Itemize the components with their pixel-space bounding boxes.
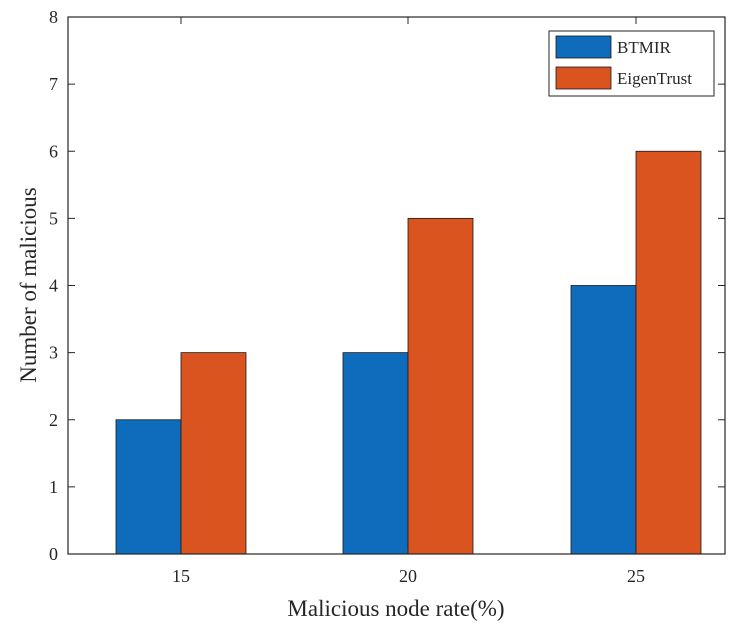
y-tick-label: 1 [49,477,58,497]
bar-btmir-20 [342,352,409,555]
y-tick-label: 3 [49,343,58,363]
x-tick-label-20: 20 [399,566,417,586]
bar-btmir-25 [570,285,637,555]
plot-frame [67,16,726,555]
ticks-layer: 0 1 2 3 4 5 6 7 8 15 20 25 [49,7,725,586]
bar-btmir-15 [115,419,182,555]
bars-layer [115,150,702,555]
y-axis-title: Number of malicious [16,187,41,383]
bar-eigentrust-20 [407,217,474,555]
legend: BTMIR EigenTrust [548,30,715,97]
legend-label-eigentrust: EigenTrust [617,69,692,88]
y-tick-label: 7 [49,74,58,94]
x-tick-label-15: 15 [172,566,190,586]
legend-label-btmir: BTMIR [617,38,672,57]
y-tick-label: 2 [49,410,58,430]
y-tick-label: 0 [49,544,58,564]
bar-eigentrust-25 [635,150,702,555]
x-tick-label-25: 25 [627,566,645,586]
y-tick-label: 8 [49,7,58,27]
bar-eigentrust-15 [180,352,247,555]
legend-swatch-eigentrust [555,66,612,90]
y-tick-label: 6 [49,141,58,161]
y-tick-label: 4 [49,276,58,296]
legend-swatch-btmir [555,35,612,59]
x-axis-title: Malicious node rate(%) [287,596,504,621]
y-tick-label: 5 [49,208,58,228]
